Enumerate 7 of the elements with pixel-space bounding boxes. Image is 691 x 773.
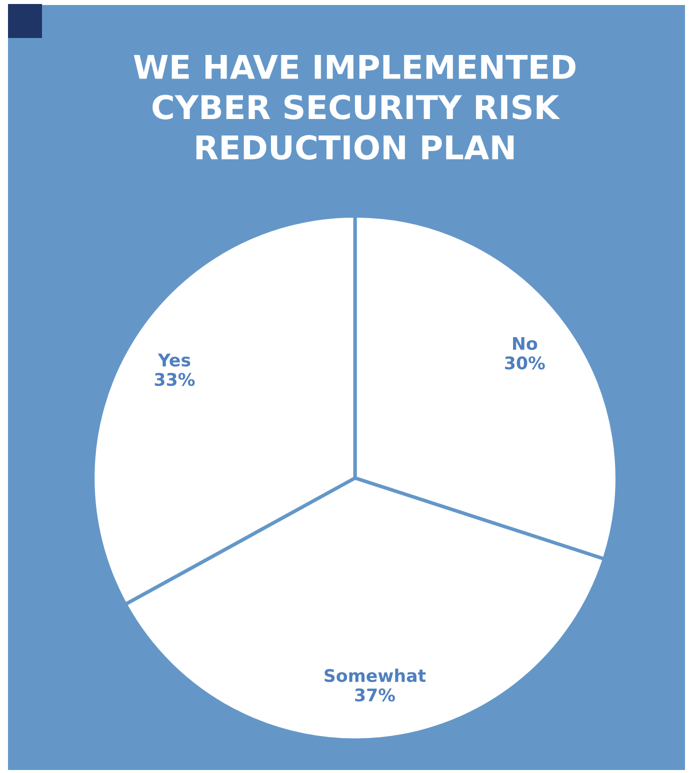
data-label: 30% [505, 356, 545, 370]
slice-label: Somewhat [324, 668, 426, 682]
slice-label: Yes [158, 354, 190, 367]
chart-title: WE HAVE IMPLEMENTED CYBER SECURITY RISK REDUCTION PLAN [134, 54, 576, 160]
data-label: 37% [355, 688, 395, 702]
data-label: 33% [154, 372, 195, 386]
slice-label: No [513, 337, 538, 350]
